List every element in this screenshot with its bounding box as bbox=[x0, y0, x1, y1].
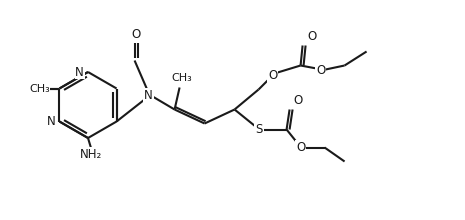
Text: O: O bbox=[293, 94, 303, 107]
Text: N: N bbox=[46, 115, 55, 128]
Text: CH₃: CH₃ bbox=[171, 73, 192, 82]
Text: O: O bbox=[296, 141, 305, 154]
Text: O: O bbox=[268, 69, 277, 82]
Text: O: O bbox=[316, 64, 325, 77]
Text: NH₂: NH₂ bbox=[80, 147, 102, 161]
Text: CH₃: CH₃ bbox=[29, 84, 50, 93]
Text: N: N bbox=[75, 66, 84, 79]
Text: O: O bbox=[307, 30, 317, 43]
Text: O: O bbox=[131, 28, 140, 41]
Text: S: S bbox=[255, 123, 262, 136]
Text: N: N bbox=[144, 89, 153, 102]
